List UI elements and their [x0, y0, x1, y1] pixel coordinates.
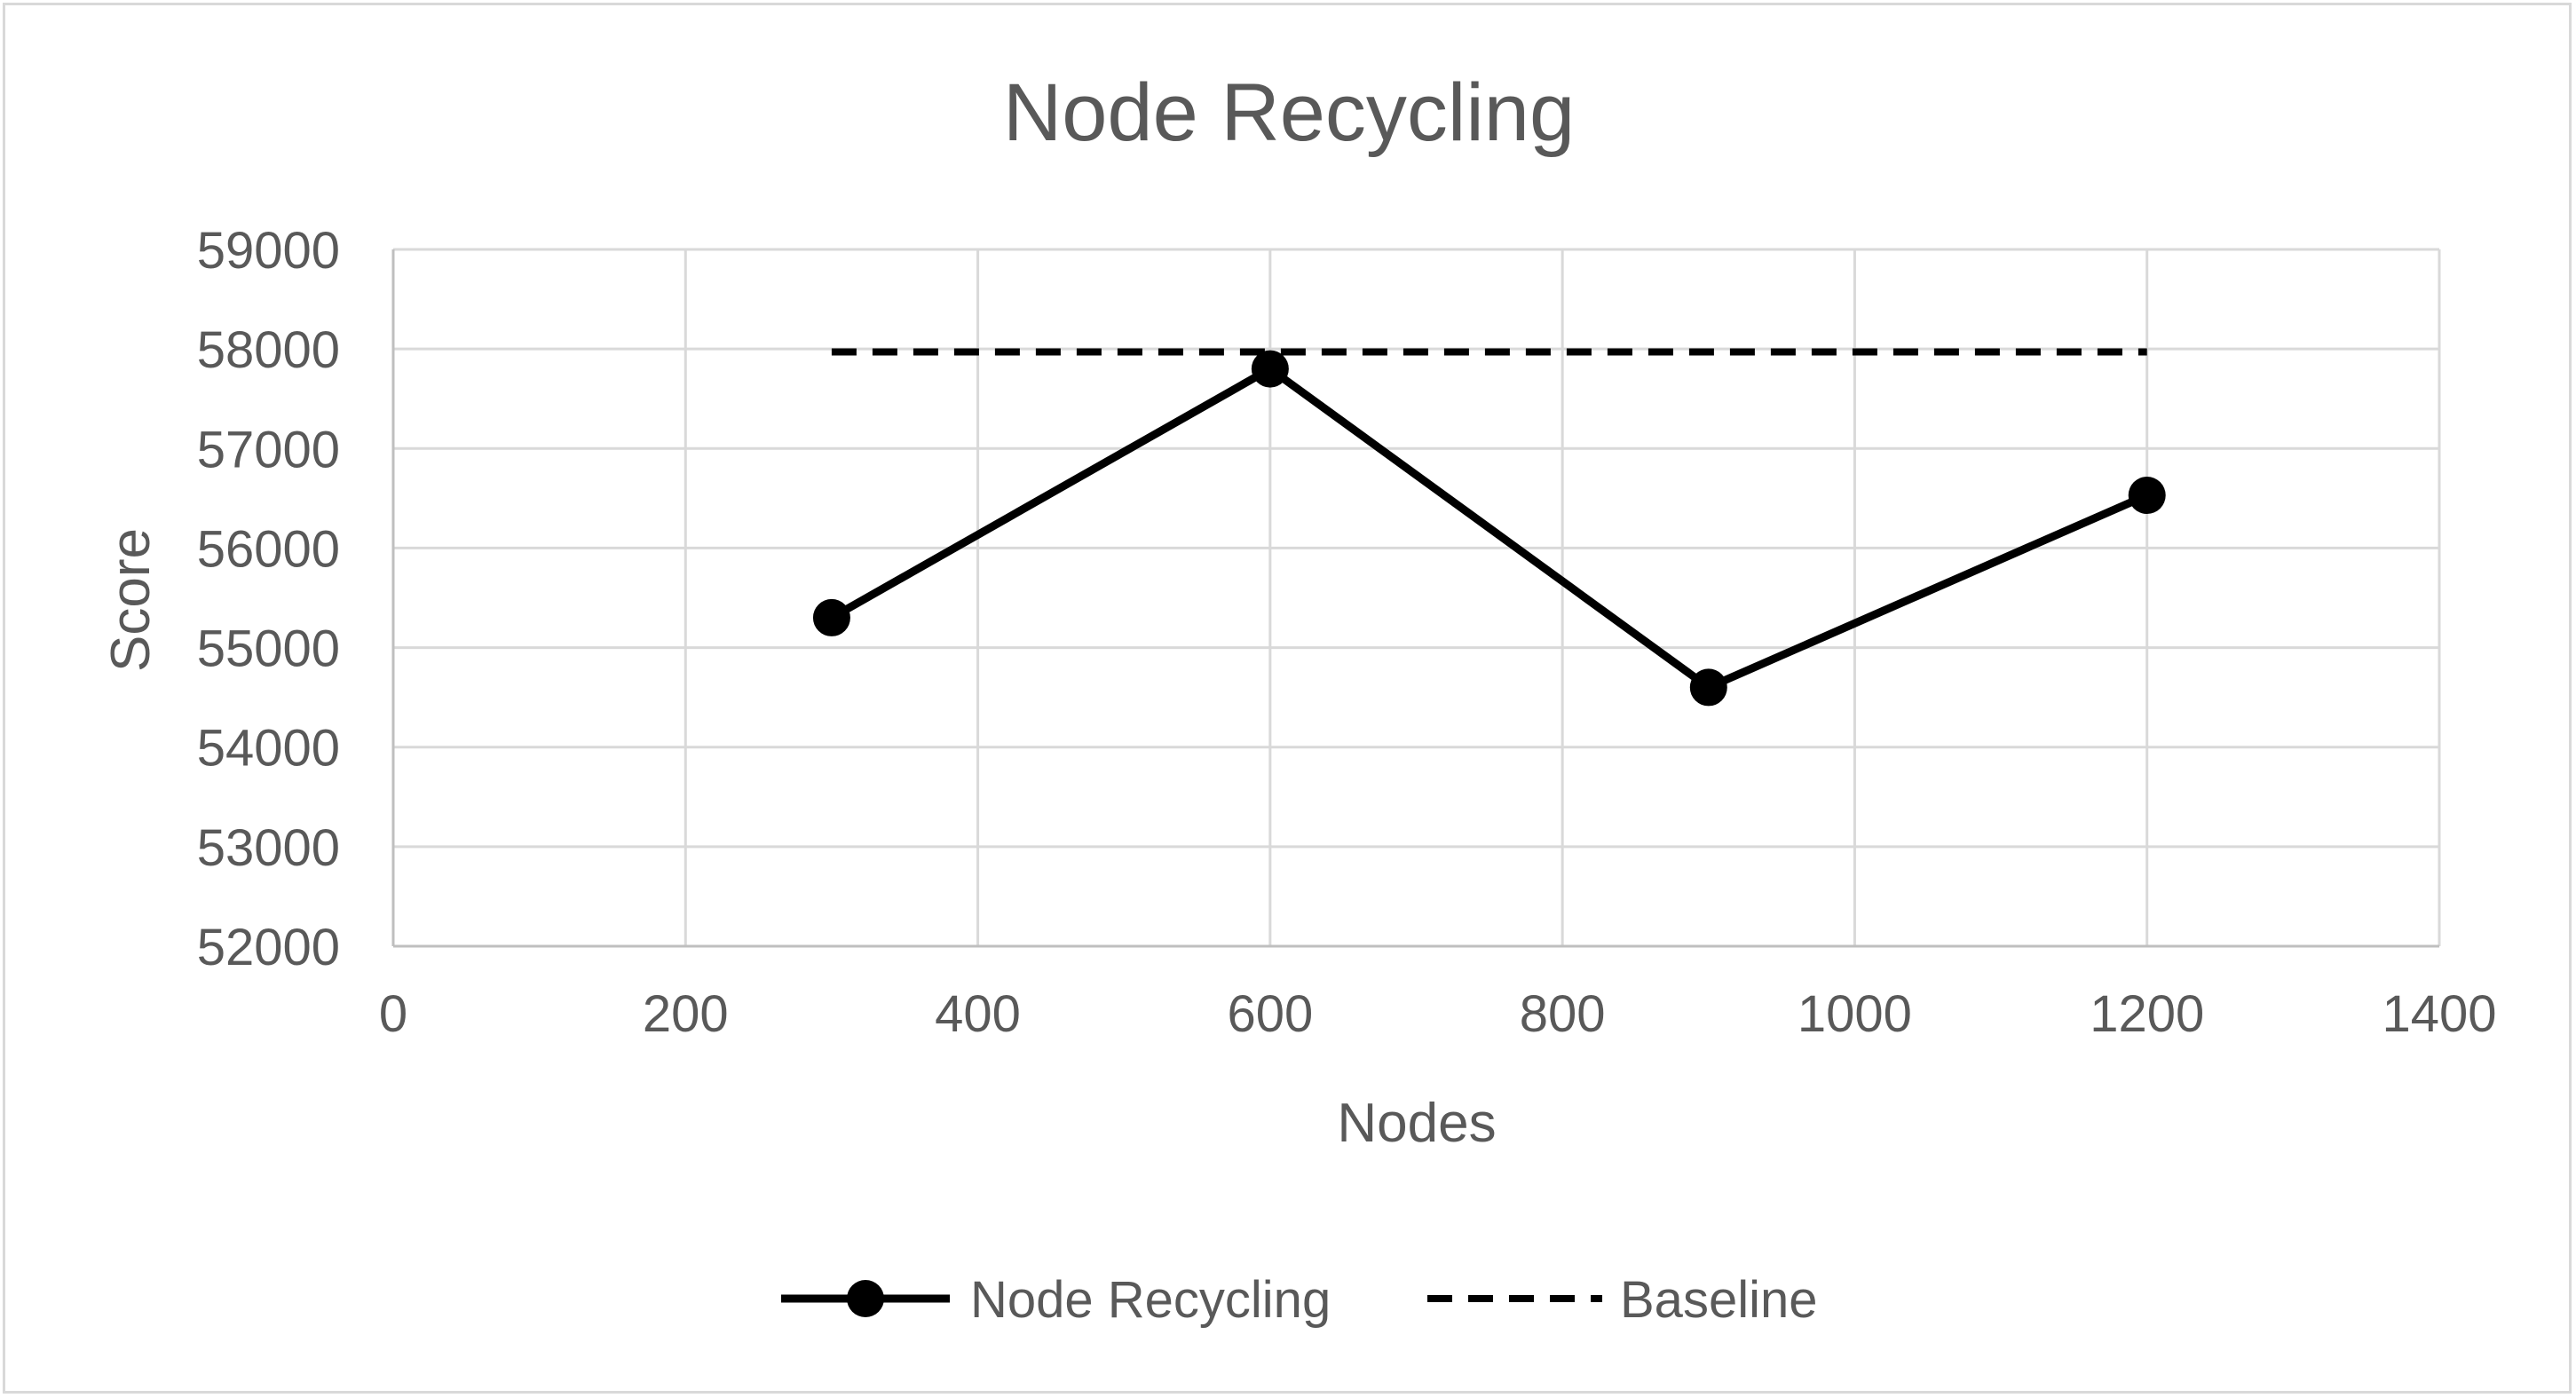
legend-node-recycling-label: Node Recycling: [970, 1271, 1331, 1329]
y-tick-label: 58000: [197, 321, 340, 379]
y-axis-label: Score: [100, 528, 162, 672]
chart-frame: [3, 3, 2572, 1394]
legend: Node Recycling Baseline: [781, 1271, 1817, 1329]
x-tick-label: 1400: [2382, 985, 2496, 1043]
x-tick-label: 600: [1227, 985, 1313, 1043]
x-tick-label: 1200: [2090, 985, 2204, 1043]
x-tick-label: 1000: [1798, 985, 1912, 1043]
y-tick-label: 59000: [197, 222, 340, 280]
x-tick-label: 800: [1520, 985, 1606, 1043]
node-recycling-point: [1251, 350, 1289, 388]
x-tick-labels: 0 200 400 600 800 1000 1200 1400: [379, 985, 2497, 1043]
x-tick-label: 200: [643, 985, 729, 1043]
y-tick-labels: 52000 53000 54000 55000 56000 57000 58000 59000: [197, 222, 340, 976]
x-tick-label: 0: [379, 985, 407, 1043]
x-tick-label: 400: [935, 985, 1021, 1043]
x-axis-label: Nodes: [1337, 1093, 1496, 1154]
y-tick-label: 54000: [197, 720, 340, 778]
axes: [391, 249, 2439, 948]
y-tick-label: 53000: [197, 819, 340, 877]
y-tick-label: 55000: [197, 620, 340, 678]
node-recycling-line: [829, 365, 2149, 691]
legend-node-recycling-marker: [847, 1280, 884, 1317]
legend-baseline-label: Baseline: [1620, 1271, 1817, 1329]
series-layer: [812, 348, 2166, 707]
chart-title: Node Recycling: [1003, 67, 1575, 158]
node-recycling-point: [2128, 476, 2166, 514]
y-tick-label: 52000: [197, 919, 340, 976]
node-recycling-point: [812, 598, 850, 636]
y-tick-label: 57000: [197, 421, 340, 478]
node-recycling-point: [1689, 668, 1727, 707]
y-tick-label: 56000: [197, 520, 340, 578]
